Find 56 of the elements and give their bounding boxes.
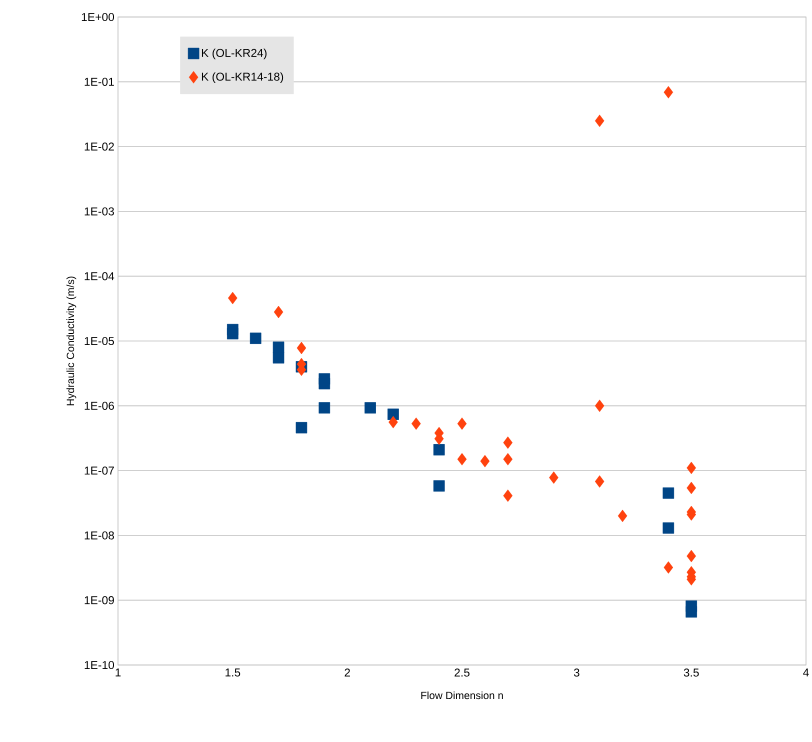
point [686, 462, 696, 474]
x-tick-label: 1 [116, 668, 121, 676]
y-tick-label: 1E-08 [84, 531, 114, 540]
point [228, 292, 238, 304]
y-tick-label: 1E-01 [84, 78, 114, 86]
point [250, 332, 262, 344]
point [457, 453, 467, 466]
y-tick-label: 1E-05 [84, 336, 114, 346]
x-tick-label: 1.5 [226, 668, 240, 677]
x-tick-label: 4 [803, 668, 809, 676]
point [457, 417, 467, 430]
legend-label: K (OL-KR14-18) [202, 72, 284, 84]
point [388, 416, 398, 428]
point [664, 86, 674, 98]
point [318, 402, 330, 414]
point [480, 454, 490, 468]
y-tick-label: 1E-07 [84, 466, 114, 475]
point [686, 550, 696, 562]
x-tick-label: 3.5 [684, 668, 699, 677]
point [503, 436, 513, 449]
point [364, 402, 376, 414]
point [662, 487, 674, 499]
point [296, 422, 308, 434]
point [226, 328, 238, 340]
y-tick-label: 1E+00 [82, 12, 114, 22]
x-tick-label: 2 [344, 668, 350, 677]
point [662, 522, 674, 534]
point [274, 306, 284, 318]
point [272, 342, 284, 353]
point [433, 444, 445, 456]
point [296, 342, 306, 354]
y-tick-label: 1E-04 [84, 272, 114, 280]
point [618, 510, 628, 522]
y-tick-label: 1E-03 [84, 207, 114, 216]
y-axis-title: Hydraulic Conductivity (m/s) [66, 276, 76, 406]
point [433, 480, 445, 492]
point [411, 417, 421, 430]
point [549, 471, 558, 484]
point [664, 561, 674, 574]
point [594, 114, 604, 127]
point [272, 352, 284, 364]
point [594, 475, 604, 488]
point [686, 606, 698, 618]
legend-label: K (OL-KR24) [202, 48, 267, 60]
y-tick-label: 1E-10 [84, 660, 114, 670]
x-axis-title: Flow Dimension n [421, 691, 503, 700]
point [318, 378, 330, 390]
x-tick-label: 2.5 [454, 668, 470, 677]
y-tick-label: 1E-06 [84, 402, 114, 410]
y-tick-label: 1E-02 [84, 142, 114, 151]
point [686, 482, 696, 494]
point [594, 400, 604, 412]
point [503, 453, 513, 466]
point [503, 490, 513, 502]
y-tick-label: 1E-09 [84, 596, 114, 604]
x-tick-label: 3 [574, 668, 580, 677]
